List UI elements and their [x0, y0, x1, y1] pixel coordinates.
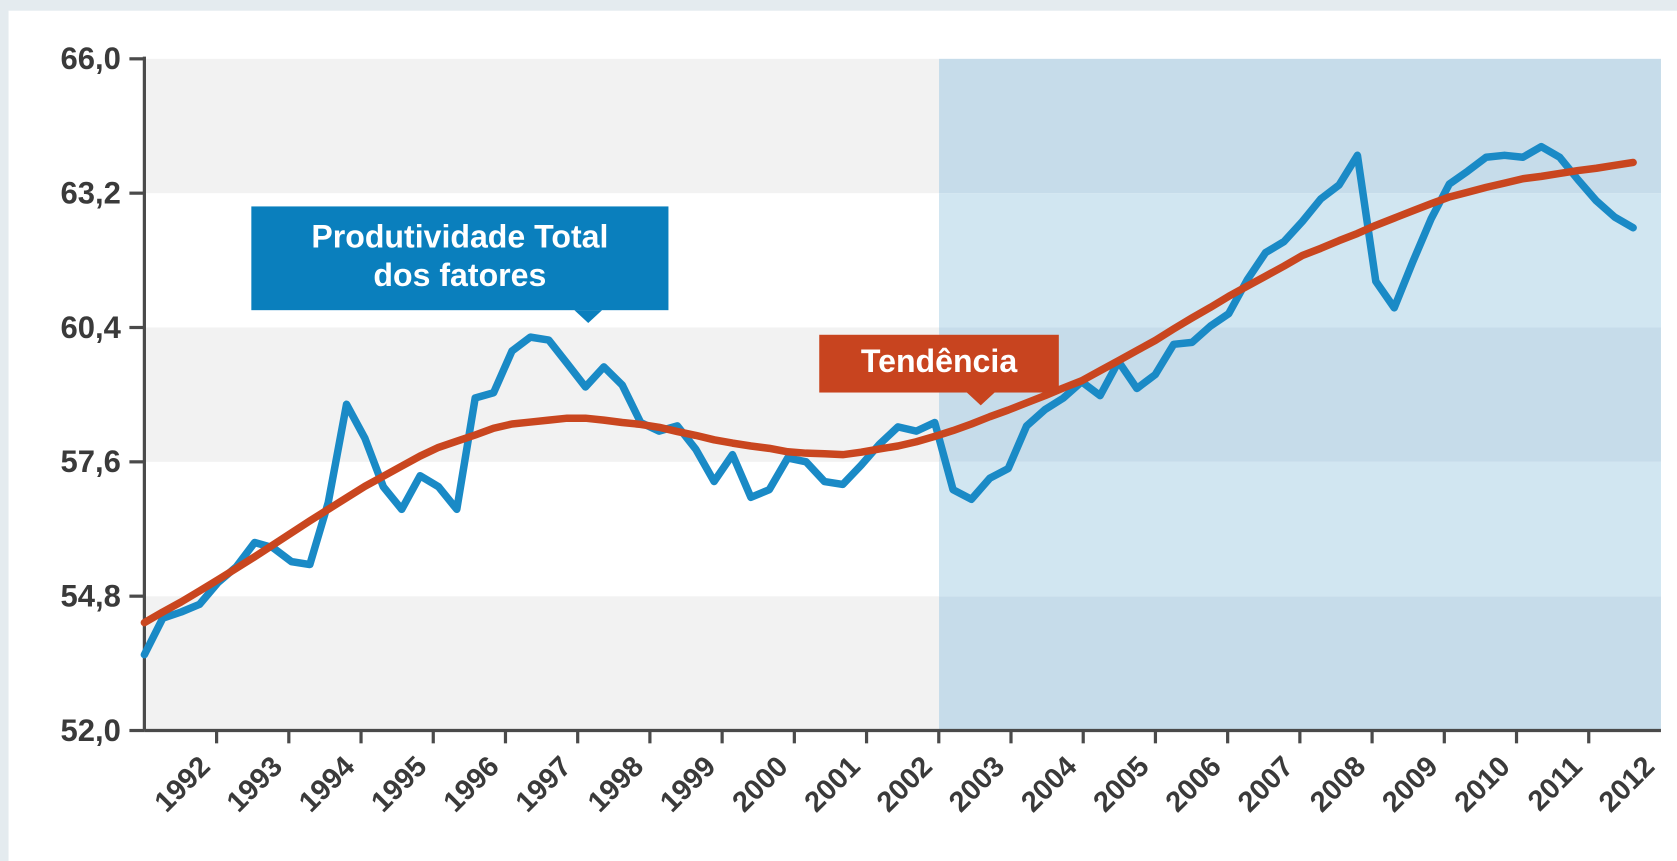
- band: [144, 327, 940, 462]
- callout-text: Tendência: [861, 343, 1018, 379]
- callout-text: dos fatores: [373, 257, 546, 293]
- callout-box: [251, 206, 669, 311]
- callout-pointer: [966, 392, 995, 406]
- y-tick-label: 60,4: [61, 310, 122, 345]
- shade-band: [939, 461, 1661, 597]
- band: [144, 596, 940, 731]
- y-tick-label: 52,0: [61, 713, 121, 748]
- shade-band: [939, 58, 1661, 194]
- series-line: [140, 158, 1637, 627]
- callout-box: [819, 334, 1059, 393]
- y-tick-label: 63,2: [61, 175, 121, 210]
- callout-text: Produtividade Total: [311, 219, 608, 255]
- series-line: [140, 142, 1637, 659]
- y-tick-label: 66,0: [61, 41, 121, 76]
- shade-band: [939, 596, 1661, 731]
- y-tick-label: 54,8: [61, 579, 121, 614]
- y-tick-label: 57,6: [61, 444, 121, 479]
- band: [144, 461, 940, 597]
- background: [144, 58, 1661, 731]
- band: [144, 58, 940, 194]
- shade-band: [939, 327, 1661, 462]
- callout-pointer: [574, 310, 603, 324]
